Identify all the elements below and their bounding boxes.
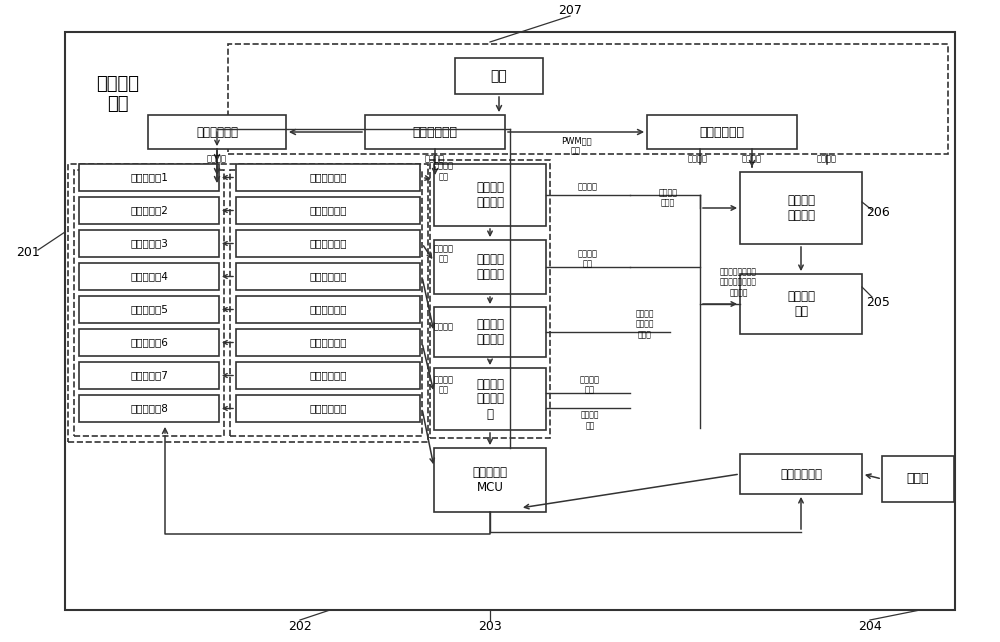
Bar	[236, 329, 420, 356]
Text: 振弦激励电路: 振弦激励电路	[196, 125, 238, 139]
Bar	[236, 197, 420, 224]
Text: 电压转换电路: 电压转换电路	[413, 125, 458, 139]
Text: 振弦传感器8: 振弦传感器8	[130, 404, 168, 413]
Text: 工作电压: 工作电压	[425, 155, 445, 164]
Bar	[740, 454, 862, 494]
Text: 205: 205	[866, 295, 890, 309]
Text: 工作电压: 工作电压	[207, 155, 227, 164]
Text: 激励控制电路: 激励控制电路	[309, 173, 347, 182]
Bar	[236, 230, 420, 257]
Bar	[365, 115, 505, 149]
Bar	[430, 160, 550, 438]
Bar	[882, 456, 954, 502]
Bar	[434, 448, 546, 512]
Bar	[79, 329, 219, 356]
Text: 触发信号: 触发信号	[434, 322, 454, 331]
Bar	[434, 240, 546, 294]
Text: 振弦传感器2: 振弦传感器2	[130, 205, 168, 216]
Text: 环境温湿
度信号: 环境温湿 度信号	[658, 188, 678, 208]
Text: 激励控制电路: 激励控制电路	[309, 205, 347, 216]
Text: 激励控制电路: 激励控制电路	[309, 238, 347, 248]
Bar	[236, 395, 420, 422]
Bar	[228, 44, 948, 154]
Text: 信号放大
滤波电路: 信号放大 滤波电路	[476, 181, 504, 209]
Text: 工作电压: 工作电压	[742, 155, 762, 164]
Bar	[230, 170, 422, 436]
Bar	[455, 58, 543, 94]
Text: 振弦传感器5: 振弦传感器5	[130, 304, 168, 315]
Text: 触发信号
和通道选
择信号: 触发信号 和通道选 择信号	[636, 309, 654, 339]
Text: 温湿度传
感器模块: 温湿度传 感器模块	[787, 194, 815, 222]
Text: 热电偶通
道选择电
路: 热电偶通 道选择电 路	[476, 377, 504, 421]
Text: 激励控制电路: 激励控制电路	[309, 304, 347, 315]
Text: 204: 204	[858, 620, 882, 632]
Text: 发射通道
选择电路: 发射通道 选择电路	[476, 318, 504, 346]
Text: 通道选择
信号: 通道选择 信号	[578, 249, 598, 269]
Bar	[647, 115, 797, 149]
Bar	[148, 115, 286, 149]
Bar	[740, 274, 862, 334]
Text: 温度采集
信号: 温度采集 信号	[434, 375, 454, 394]
Text: 激励控制电路: 激励控制电路	[309, 338, 347, 347]
Text: 通道选择
信号: 通道选择 信号	[580, 375, 600, 394]
Bar	[74, 170, 224, 436]
Text: 激励控制电路: 激励控制电路	[309, 404, 347, 413]
Text: 206: 206	[866, 205, 890, 218]
Text: 振弦信号、温度采
集信号以及环境温
湿度信号: 振弦信号、温度采 集信号以及环境温 湿度信号	[720, 267, 757, 297]
Text: 计算机: 计算机	[907, 473, 929, 485]
Text: 振弦传感器3: 振弦传感器3	[130, 238, 168, 248]
Bar	[79, 296, 219, 323]
Bar	[434, 368, 546, 430]
Text: 振弦传感器1: 振弦传感器1	[130, 173, 168, 182]
Text: 激励控制电路: 激励控制电路	[309, 272, 347, 281]
Text: 振弦信号: 振弦信号	[578, 182, 598, 191]
Text: 基准电压电路: 基准电压电路	[700, 125, 744, 139]
Text: 201: 201	[16, 245, 40, 259]
Text: 微控制单元
MCU: 微控制单元 MCU	[473, 466, 508, 494]
Text: 接收通道
选择电路: 接收通道 选择电路	[476, 253, 504, 281]
Text: 202: 202	[288, 620, 312, 632]
Bar	[79, 362, 219, 389]
Text: 工作电压: 工作电压	[817, 155, 837, 164]
Bar	[740, 172, 862, 244]
Text: 电池: 电池	[491, 69, 507, 83]
Bar	[68, 164, 428, 442]
Text: 基准电压: 基准电压	[688, 155, 708, 164]
Text: PWM控制
信号: PWM控制 信号	[561, 136, 591, 156]
Bar	[79, 263, 219, 290]
Bar	[236, 164, 420, 191]
Bar	[236, 362, 420, 389]
Bar	[236, 263, 420, 290]
Text: 激励控制电路: 激励控制电路	[309, 370, 347, 381]
Text: 温度采集
信号: 温度采集 信号	[581, 411, 599, 430]
Bar	[79, 197, 219, 224]
Text: 振弦传感器6: 振弦传感器6	[130, 338, 168, 347]
Bar	[236, 296, 420, 323]
Text: 烧写调试接口: 烧写调试接口	[780, 467, 822, 480]
Text: 207: 207	[558, 3, 582, 17]
Bar	[434, 307, 546, 357]
Text: 振弦传感器7: 振弦传感器7	[130, 370, 168, 381]
Bar	[434, 164, 546, 226]
Text: 无线通信
模块: 无线通信 模块	[787, 290, 815, 318]
Bar	[79, 395, 219, 422]
Text: 振弦采集
信号: 振弦采集 信号	[434, 162, 454, 181]
Bar	[79, 164, 219, 191]
Text: 振弦采集
信号: 振弦采集 信号	[434, 244, 454, 263]
Text: 振弦传感器4: 振弦传感器4	[130, 272, 168, 281]
Bar	[79, 230, 219, 257]
Text: 203: 203	[478, 620, 502, 632]
Bar	[65, 32, 955, 610]
Text: 振弦采集
装置: 振弦采集 装置	[96, 74, 140, 114]
